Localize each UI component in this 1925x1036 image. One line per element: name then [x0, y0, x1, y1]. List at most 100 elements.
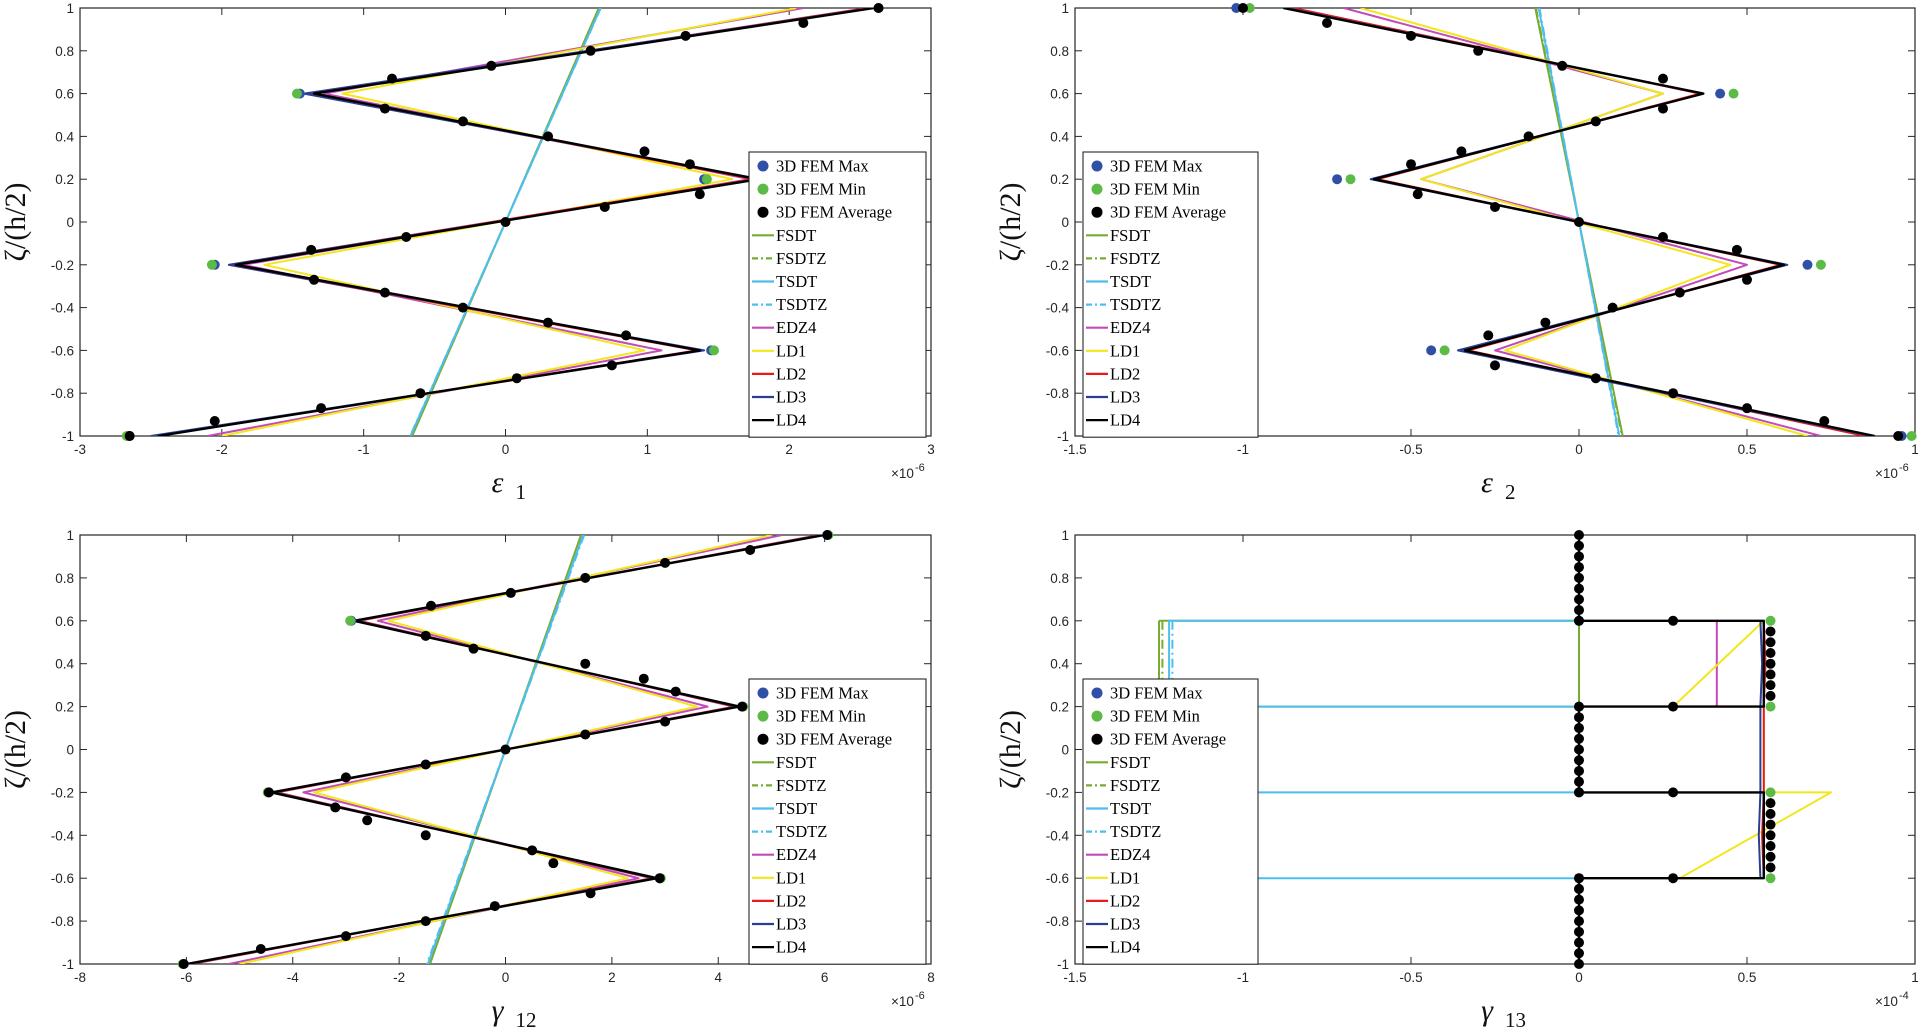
y-tick-label: -1 — [62, 429, 74, 444]
fem-marker-avg — [1574, 605, 1584, 616]
y-tick-label: -0.2 — [1046, 785, 1069, 800]
fem-marker-avg — [1574, 530, 1584, 540]
y-tick-label: -0.8 — [1046, 386, 1069, 401]
y-tick-label: -0.2 — [1046, 258, 1069, 273]
legend-marker — [757, 206, 769, 218]
y-axis-label: ζ/(h/2) — [994, 182, 1027, 261]
y-tick-label: 0.2 — [55, 172, 74, 187]
fem-marker-avg — [1668, 701, 1679, 712]
fem-marker-min — [1765, 873, 1776, 884]
fem-marker-max — [1715, 88, 1726, 99]
y-tick-label: -0.8 — [51, 386, 74, 401]
fem-marker-min — [1765, 701, 1776, 712]
x-tick-label: 0 — [1575, 442, 1583, 457]
fem-marker-avg — [798, 17, 809, 28]
fem-marker-avg — [1574, 873, 1584, 884]
fem-marker-avg — [1473, 45, 1484, 56]
fem-marker-avg — [1658, 103, 1668, 114]
fem-marker-avg — [1765, 658, 1776, 669]
legend-label: 3D FEM Max — [776, 157, 869, 176]
series-line-ld2 — [1761, 620, 1767, 879]
x-axis-label-subscript: 12 — [516, 1008, 537, 1032]
y-tick-label: -0.4 — [51, 301, 75, 316]
x-tick-label: -6 — [180, 970, 192, 985]
fem-marker-avg — [1406, 30, 1416, 41]
legend-label: 3D FEM Average — [1110, 730, 1226, 749]
fem-marker-avg — [1658, 231, 1668, 242]
fem-marker-avg — [1456, 146, 1467, 157]
x-tick-label: -1 — [358, 442, 370, 457]
y-tick-label: 0.6 — [1050, 87, 1069, 102]
fem-marker-min — [1906, 431, 1917, 441]
fem-marker-avg — [1658, 73, 1668, 84]
legend-label: 3D FEM Average — [776, 730, 892, 749]
y-tick-label: 0.2 — [55, 700, 74, 715]
fem-marker-avg — [543, 317, 554, 328]
legend-label: EDZ4 — [776, 845, 816, 864]
fem-marker-avg — [1765, 819, 1776, 830]
y-tick-label: -0.6 — [51, 871, 74, 886]
fem-marker-avg — [660, 557, 671, 568]
fem-marker-avg — [420, 916, 431, 927]
fem-marker-avg — [580, 729, 591, 740]
legend-marker — [757, 183, 769, 195]
fem-marker-avg — [1590, 116, 1601, 127]
fem-marker-avg — [1765, 798, 1776, 809]
fem-marker-avg — [1674, 287, 1685, 298]
legend-label: TSDT — [1110, 272, 1151, 291]
fem-marker-avg — [638, 673, 649, 684]
y-tick-label: 0.8 — [1050, 44, 1069, 59]
chart-e2: -1.5 -1 -0.5 0 0.5 1-1-0.8-0.6-0.4-0.200.20.4… — [994, 1, 1919, 504]
x-tick-label: 0 — [502, 970, 510, 985]
x-tick-label: 0 — [1575, 970, 1583, 985]
fem-marker-avg — [606, 360, 617, 371]
x-tick-label: 0 — [502, 442, 510, 457]
y-tick-label: -0.4 — [1046, 301, 1070, 316]
x-tick-label: -0.5 — [1399, 970, 1422, 985]
fem-marker-avg — [420, 630, 431, 641]
fem-marker-avg — [1574, 217, 1584, 227]
y-tick-label: 0.6 — [55, 614, 74, 629]
fem-marker-avg — [1574, 926, 1584, 937]
fem-marker-avg — [387, 73, 398, 84]
x-tick-label: 1 — [1911, 442, 1919, 457]
y-tick-label: -0.6 — [1046, 871, 1069, 886]
legend-label: 3D FEM Min — [1110, 180, 1200, 199]
fem-marker-avg — [660, 716, 671, 727]
legend-label: FSDTZ — [1110, 249, 1160, 268]
legend-label: LD3 — [776, 915, 806, 934]
legend-label: FSDTZ — [776, 776, 826, 795]
fem-marker-avg — [1557, 60, 1568, 71]
legend-label: LD3 — [1110, 388, 1140, 407]
fem-marker-max — [1802, 259, 1813, 270]
fem-marker-min — [345, 615, 356, 626]
legend-label: LD4 — [1110, 411, 1140, 430]
fem-marker-avg — [1742, 274, 1752, 285]
fem-marker-avg — [468, 643, 479, 654]
fem-marker-avg — [1574, 787, 1584, 798]
fem-marker-avg — [1765, 680, 1776, 691]
y-tick-label: 0.6 — [55, 87, 74, 102]
legend-label: 3D FEM Average — [776, 203, 892, 222]
legend-label: 3D FEM Min — [1110, 707, 1200, 726]
fem-marker-avg — [124, 431, 135, 441]
fem-marker-avg — [1765, 862, 1776, 873]
legend-label: FSDT — [776, 753, 816, 772]
x-exponent: ×10 — [1875, 994, 1898, 1009]
fem-marker-min — [1765, 787, 1776, 798]
fem-marker-avg — [670, 686, 681, 697]
x-tick-label: -3 — [74, 442, 86, 457]
fem-marker-avg — [1490, 202, 1500, 213]
fem-marker-avg — [1765, 841, 1776, 852]
fem-marker-avg — [1607, 302, 1618, 313]
x-tick-label: -4 — [287, 970, 299, 985]
fem-marker-avg — [209, 416, 220, 427]
legend-marker — [1091, 206, 1103, 218]
fem-marker-avg — [1322, 17, 1332, 28]
fem-marker-avg — [1819, 416, 1830, 427]
fem-marker-avg — [316, 403, 327, 414]
y-tick-label: 0 — [1061, 743, 1069, 758]
legend-label: LD4 — [776, 938, 806, 957]
legend: 3D FEM Max 3D FEM Min 3D FEM Average FSDT FS… — [748, 678, 927, 965]
